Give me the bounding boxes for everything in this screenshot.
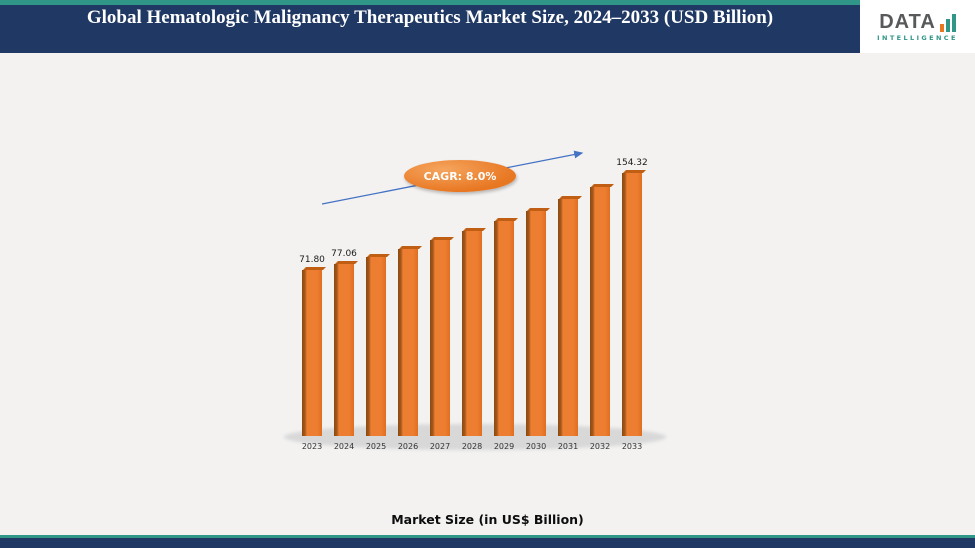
logo-text: DATA — [879, 10, 936, 33]
bar-group-2031: 2031 — [558, 199, 578, 452]
bar-2026 — [398, 249, 418, 436]
bar-value-label-2033: 154.32 — [616, 158, 648, 168]
logo: DATA INTELLIGENCE — [860, 0, 975, 53]
bar-group-2026: 2026 — [398, 249, 418, 452]
bar-2023 — [302, 270, 322, 436]
bar-2027 — [430, 240, 450, 436]
header-bar: Global Hematologic Malignancy Therapeuti… — [0, 0, 860, 53]
bar-2030 — [526, 211, 546, 436]
bar-group-2027: 2027 — [430, 240, 450, 452]
bar-value-label-2023: 71.80 — [299, 255, 325, 265]
bar-group-2024: 77.06 2024 — [331, 249, 357, 452]
bar-group-2028: 2028 — [462, 231, 482, 452]
bar-2031 — [558, 199, 578, 436]
x-tick-label-2030: 2030 — [525, 442, 547, 451]
x-tick-label-2024: 2024 — [333, 442, 355, 451]
bar-group-2033: 154.32 2033 — [616, 158, 648, 452]
x-tick-label-2033: 2033 — [621, 442, 643, 451]
bar-group-2029: 2029 — [494, 221, 514, 452]
bar-group-2032: 2032 — [590, 187, 610, 452]
x-tick-label-2032: 2032 — [589, 442, 611, 451]
chart-caption: Market Size (in US$ Billion) — [391, 512, 584, 527]
bar-2024 — [334, 264, 354, 436]
bar-2029 — [494, 221, 514, 436]
page-title: Global Hematologic Malignancy Therapeuti… — [86, 7, 774, 28]
bar-group-2030: 2030 — [526, 211, 546, 452]
bar-value-label-2024: 77.06 — [331, 249, 357, 259]
x-tick-label-2028: 2028 — [461, 442, 483, 451]
bar-2025 — [366, 257, 386, 436]
x-tick-label-2031: 2031 — [557, 442, 579, 451]
footer-bar — [0, 535, 975, 548]
x-tick-label-2027: 2027 — [429, 442, 451, 451]
x-tick-label-2025: 2025 — [365, 442, 387, 451]
logo-row: DATA — [879, 12, 956, 32]
x-tick-label-2023: 2023 — [301, 442, 323, 451]
bar-2032 — [590, 187, 610, 436]
x-tick-label-2026: 2026 — [397, 442, 419, 451]
bars-row: 71.80 2023 77.06 2024 2025 2026 2027 2028 2029 20… — [296, 158, 648, 452]
bar-2033 — [622, 173, 642, 436]
logo-subtitle: INTELLIGENCE — [877, 33, 958, 42]
cagr-badge: CAGR: 8.0% — [404, 160, 516, 192]
bar-group-2025: 2025 — [366, 257, 386, 452]
bar-2028 — [462, 231, 482, 436]
bar-chart-icon — [938, 13, 956, 32]
x-tick-label-2029: 2029 — [493, 442, 515, 451]
bar-group-2023: 71.80 2023 — [299, 255, 325, 452]
